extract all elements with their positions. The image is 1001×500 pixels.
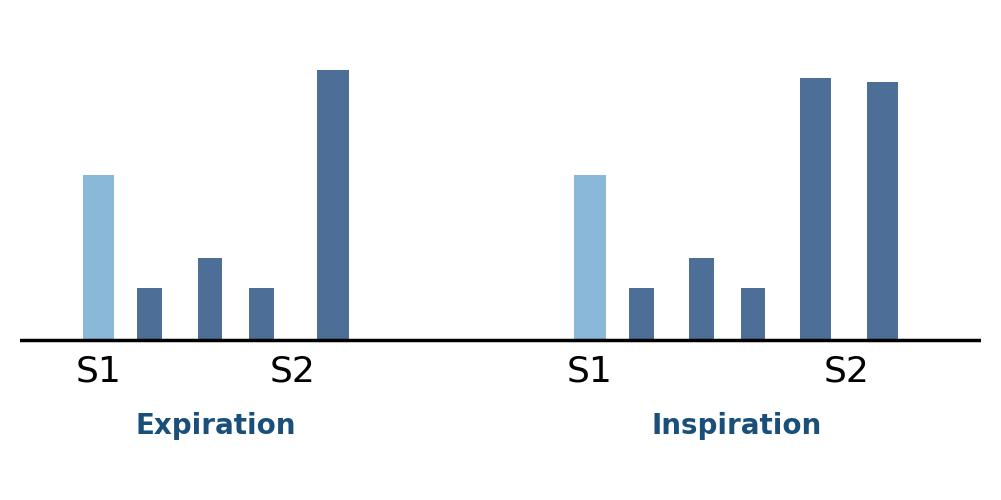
Bar	[741, 288, 766, 340]
Text: S2: S2	[824, 355, 870, 389]
Bar	[867, 82, 898, 340]
Text: Inspiration: Inspiration	[651, 412, 822, 440]
Bar	[317, 70, 348, 340]
Bar	[83, 175, 114, 340]
Bar	[197, 258, 222, 340]
Bar	[800, 78, 831, 340]
Bar	[249, 288, 273, 340]
Bar	[629, 288, 654, 340]
Bar	[575, 175, 606, 340]
Text: Expiration: Expiration	[135, 412, 296, 440]
Bar	[690, 258, 714, 340]
Bar	[137, 288, 162, 340]
Text: S1: S1	[567, 355, 613, 389]
Text: S1: S1	[75, 355, 121, 389]
Text: S2: S2	[269, 355, 315, 389]
